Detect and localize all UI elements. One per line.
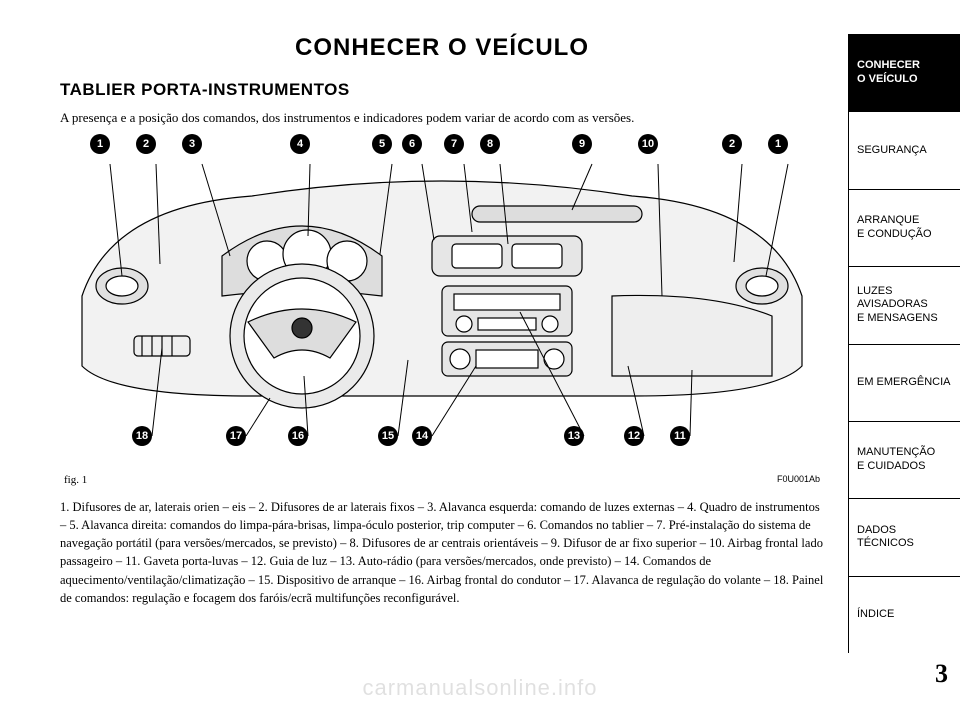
- sidebar-tab[interactable]: ÍNDICE: [848, 576, 960, 653]
- callout-marker: 1: [90, 134, 110, 154]
- sidebar-tab[interactable]: DADOSTÉCNICOS: [848, 498, 960, 575]
- section-subtitle: TABLIER PORTA-INSTRUMENTOS: [60, 80, 824, 100]
- dashboard-illustration: [72, 136, 812, 466]
- dashboard-figure: 12345678910211817161514131211: [72, 136, 812, 466]
- callout-marker: 7: [444, 134, 464, 154]
- callout-marker: 18: [132, 426, 152, 446]
- callout-marker: 16: [288, 426, 308, 446]
- callout-marker: 12: [624, 426, 644, 446]
- callout-marker: 9: [572, 134, 592, 154]
- callout-marker: 15: [378, 426, 398, 446]
- sidebar-tab[interactable]: ARRANQUEE CONDUÇÃO: [848, 189, 960, 266]
- page-title: CONHECER O VEÍCULO: [60, 34, 824, 62]
- callout-marker: 5: [372, 134, 392, 154]
- figure-caption: fig. 1 F0U001Ab: [60, 474, 824, 486]
- callout-marker: 2: [722, 134, 742, 154]
- intro-text: A presença e a posição dos comandos, dos…: [60, 110, 824, 126]
- section-tabs: CONHECERO VEÍCULOSEGURANÇAARRANQUEE COND…: [848, 0, 960, 709]
- legend-text: 1. Difusores de ar, laterais orien – eis…: [60, 498, 824, 607]
- callout-marker: 17: [226, 426, 246, 446]
- callout-marker: 3: [182, 134, 202, 154]
- sidebar-tab[interactable]: CONHECERO VEÍCULO: [848, 34, 960, 111]
- sidebar-tab[interactable]: SEGURANÇA: [848, 111, 960, 188]
- callout-marker: 1: [768, 134, 788, 154]
- sidebar-tab[interactable]: MANUTENÇÃOE CUIDADOS: [848, 421, 960, 498]
- callout-marker: 13: [564, 426, 584, 446]
- callout-marker: 11: [670, 426, 690, 446]
- sidebar-tab[interactable]: LUZESAVISADORASE MENSAGENS: [848, 266, 960, 343]
- sidebar-tab[interactable]: EM EMERGÊNCIA: [848, 344, 960, 421]
- figure-code: F0U001Ab: [777, 474, 820, 486]
- main-content: CONHECER O VEÍCULO TABLIER PORTA-INSTRUM…: [0, 0, 848, 709]
- page-number: 3: [848, 653, 960, 689]
- callout-marker: 10: [638, 134, 658, 154]
- figure-label: fig. 1: [64, 474, 87, 486]
- callout-marker: 4: [290, 134, 310, 154]
- callout-marker: 8: [480, 134, 500, 154]
- callout-marker: 2: [136, 134, 156, 154]
- callout-marker: 14: [412, 426, 432, 446]
- callout-marker: 6: [402, 134, 422, 154]
